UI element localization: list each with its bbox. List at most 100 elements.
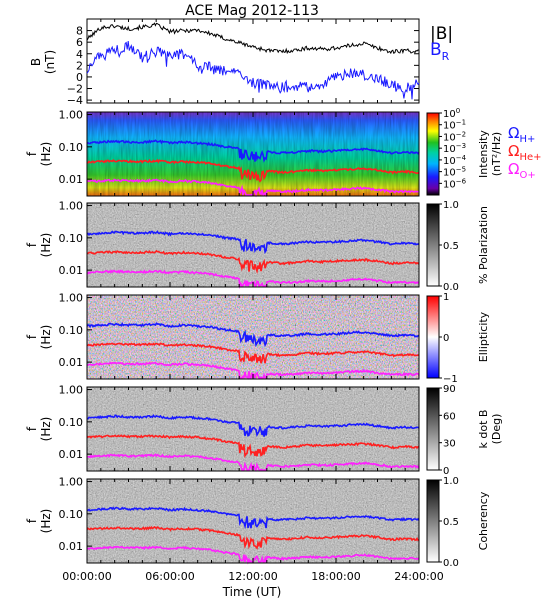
colorbar-tick-label: 0.5 bbox=[443, 517, 459, 528]
b-field-tick-label: 0 bbox=[76, 71, 83, 84]
gyro-line-he-plus bbox=[86, 158, 420, 183]
time-axis: 00:00:00 06:00:00 12:00:00 18:00:00 24:00:00 bbox=[62, 19, 444, 583]
time-tick-label: 12:00:00 bbox=[228, 570, 277, 583]
colorbar-polarization bbox=[426, 203, 440, 287]
b-field-tick-label: 6 bbox=[76, 36, 83, 49]
b-field-lines bbox=[86, 22, 420, 100]
gyro-line-he-plus bbox=[86, 434, 420, 459]
colorbar-tick-label: 10−4 bbox=[443, 154, 467, 167]
panel-kdotb: 1.00 0.10 0.01 f (Hz) 90 60 30 0 k dot B (Deg) bbox=[25, 384, 503, 477]
freq-tick-label: 0.10 bbox=[59, 141, 84, 154]
legend-b-r: BR bbox=[430, 40, 450, 63]
b-field-tick-label: −2 bbox=[67, 83, 83, 96]
b-field-plot-frame bbox=[86, 18, 420, 104]
colorbar-tick-label: 1.0 bbox=[443, 476, 459, 487]
colorbar-label: Ellipticity bbox=[477, 311, 490, 362]
gyro-line-h-plus bbox=[86, 414, 420, 438]
b-field-tick-label: 2 bbox=[76, 59, 83, 72]
freq-axis-units: (Hz) bbox=[39, 142, 53, 167]
freq-tick-label: 1.00 bbox=[59, 200, 84, 213]
freq-tick-label: 0.01 bbox=[59, 264, 84, 277]
b-field-tick-label: 8 bbox=[76, 25, 83, 38]
colorbar-kdotb bbox=[426, 387, 440, 471]
colorbar-units: (nT²/Hz) bbox=[490, 132, 503, 176]
colorbar-units: (Deg) bbox=[490, 414, 503, 445]
colorbar-tick-label: 60 bbox=[443, 411, 456, 422]
colorbar-tick-label: 10−1 bbox=[443, 119, 466, 132]
time-tick-label: 24:00:00 bbox=[394, 570, 443, 583]
colorbar-tick-label: 10−3 bbox=[443, 142, 466, 155]
colorbar-ellipticity bbox=[426, 295, 440, 379]
freq-axis-label: f bbox=[25, 334, 39, 339]
figure-title: ACE Mag 2012-113 bbox=[185, 3, 319, 19]
gyro-legend-item: ΩHe+ bbox=[508, 142, 542, 163]
freq-tick-label: 0.01 bbox=[59, 448, 84, 461]
freq-axis-units: (Hz) bbox=[39, 325, 53, 350]
colorbar-tick-label: 1.0 bbox=[443, 200, 459, 211]
gyro-line-h-plus bbox=[86, 139, 420, 163]
x-axis-label: Time (UT) bbox=[222, 585, 282, 599]
gyro-line-h-plus bbox=[86, 506, 420, 530]
colorbar-coherency bbox=[426, 479, 440, 563]
colorbar-label: k dot B bbox=[477, 410, 490, 449]
freq-tick-label: 0.10 bbox=[59, 416, 84, 429]
colorbar-label: Coherency bbox=[477, 491, 490, 550]
b-field-tick-label: −4 bbox=[67, 94, 83, 107]
colorbar-tick-label: 1 bbox=[443, 292, 449, 303]
panel-ellipticity: 1.00 0.10 0.01 f (Hz) 1 0 −1 Ellipticity bbox=[25, 292, 490, 385]
colorbar-tick-label: 30 bbox=[443, 439, 456, 450]
freq-axis-units: (Hz) bbox=[39, 233, 53, 258]
gyro-line-o-plus bbox=[87, 453, 420, 472]
gyro-line-he-plus bbox=[86, 342, 420, 364]
freq-axis-label: f bbox=[25, 426, 39, 431]
freq-axis-units: (Hz) bbox=[39, 509, 53, 534]
gyro-legend-item: ΩO+ bbox=[508, 160, 536, 181]
legend-b-total: |B| bbox=[430, 24, 453, 44]
spectrogram-texture bbox=[87, 295, 419, 379]
freq-axis-units: (Hz) bbox=[39, 417, 53, 442]
freq-tick-label: 1.00 bbox=[59, 476, 84, 489]
freq-tick-label: 0.01 bbox=[59, 173, 84, 186]
freq-tick-label: 0.10 bbox=[59, 232, 84, 245]
freq-axis-label: f bbox=[25, 518, 39, 523]
b-field-ylabel-top: B bbox=[29, 58, 43, 66]
freq-tick-label: 0.01 bbox=[59, 540, 84, 553]
panel-polarization: 1.00 0.10 0.01 f (Hz) 1.0 0.5 0.0 % Polarization bbox=[25, 200, 490, 293]
colorbar-tick-label: 100 bbox=[443, 107, 460, 120]
colorbar-label: % Polarization bbox=[477, 206, 490, 284]
freq-axis-label: f bbox=[25, 151, 39, 156]
freq-tick-label: 1.00 bbox=[59, 384, 84, 397]
gyrofrequency-legend: ΩH+ΩHe+ΩO+ bbox=[508, 124, 542, 181]
panel-intensity: 1.00 0.10 0.01 f (Hz) 10010−110−210−310−410−5… bbox=[25, 107, 503, 198]
gyro-legend-item: ΩH+ bbox=[508, 124, 535, 145]
b-field-ylabel-bottom: (nT) bbox=[43, 50, 57, 74]
freq-tick-label: 1.00 bbox=[59, 109, 84, 122]
gyro-line-h-plus bbox=[86, 230, 420, 255]
colorbar-label: Intensity bbox=[477, 130, 490, 178]
time-tick-label: 06:00:00 bbox=[145, 570, 194, 583]
colorbar-tick-label: 90 bbox=[443, 384, 456, 395]
colorbar-tick-label: 10−2 bbox=[443, 130, 466, 143]
colorbar-tick-label: −1 bbox=[443, 374, 458, 385]
panel-coherency: 1.00 0.10 0.01 f (Hz) 1.0 0.5 0.0 Coherency bbox=[25, 476, 490, 569]
freq-tick-label: 0.10 bbox=[59, 508, 84, 521]
colorbar-tick-label: 10−5 bbox=[443, 166, 466, 179]
freq-tick-label: 1.00 bbox=[59, 292, 84, 305]
time-tick-label: 00:00:00 bbox=[62, 570, 111, 583]
colorbar-tick-label: 0 bbox=[443, 333, 449, 344]
colorbar-intensity bbox=[426, 112, 440, 196]
colorbar-tick-label: 0 bbox=[443, 466, 449, 477]
series-line-b-total bbox=[86, 22, 420, 55]
gyro-line-h-plus bbox=[86, 322, 419, 348]
colorbar-tick-label: 0.0 bbox=[443, 558, 459, 569]
colorbar-tick-label: 0.5 bbox=[443, 241, 459, 252]
colorbar-tick-label: 0.0 bbox=[443, 282, 459, 293]
colorbar-tick-label: 10−6 bbox=[443, 177, 467, 190]
time-tick-label: 18:00:00 bbox=[311, 570, 360, 583]
b-field-tick-label: 4 bbox=[76, 48, 83, 61]
legend-b-r-subscript: R bbox=[442, 50, 450, 63]
freq-axis-label: f bbox=[25, 242, 39, 247]
